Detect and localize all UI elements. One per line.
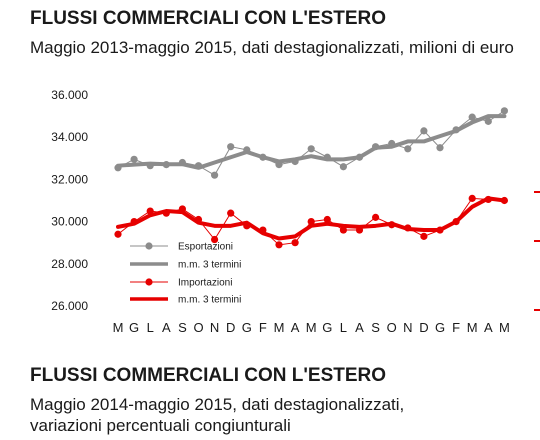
x-tick-label: G (242, 320, 252, 335)
data-point (436, 226, 444, 234)
legend: Esportazioni m.m. 3 termini Importazioni m.… (130, 242, 241, 306)
data-point (452, 126, 460, 134)
x-tick-label: A (484, 320, 493, 335)
x-tick-label: G (129, 320, 139, 335)
x-tick-label: M (113, 320, 124, 335)
data-point (468, 194, 476, 202)
x-tick-label: S (371, 320, 380, 335)
x-tick-label: L (340, 320, 347, 335)
section-subtitle-line-2: variazioni percentuali congiunturali (30, 416, 291, 435)
y-tick-label: 28.000 (51, 257, 88, 271)
data-point (323, 215, 331, 224)
data-point (355, 226, 364, 234)
series-line (116, 114, 507, 170)
data-point (275, 161, 283, 169)
data-point (243, 222, 251, 230)
data-point (307, 145, 315, 153)
data-point (500, 196, 508, 205)
data-point (194, 162, 203, 170)
y-tick-label: 36.000 (51, 88, 88, 102)
data-point (146, 207, 154, 215)
x-tick-label: A (355, 320, 364, 335)
data-point (178, 205, 186, 213)
data-point (178, 158, 186, 167)
legend-label: Esportazioni (178, 242, 233, 253)
data-point (404, 224, 412, 232)
x-tick-label: F (259, 320, 267, 335)
data-point (452, 218, 460, 226)
data-point (500, 107, 508, 115)
data-point (259, 153, 267, 161)
x-tick-label: M (499, 320, 510, 335)
data-point (339, 226, 347, 234)
chart-subtitle: Maggio 2013-maggio 2015, dati destagiona… (30, 38, 514, 57)
x-tick-label: F (452, 320, 460, 335)
x-tick-label: M (306, 320, 317, 335)
legend-marker (145, 278, 153, 286)
y-tick-label: 32.000 (51, 172, 88, 186)
data-point (114, 164, 122, 172)
data-point (420, 232, 428, 240)
data-point (114, 230, 122, 238)
data-point (339, 163, 347, 171)
data-point (275, 241, 283, 249)
x-tick-label: L (147, 320, 154, 335)
section-subtitle: Maggio 2014-maggio 2015, dati destagiona… (30, 394, 530, 436)
data-point (323, 153, 331, 161)
data-point (146, 162, 154, 170)
data-point (162, 209, 170, 217)
y-tick-label: 26.000 (51, 299, 88, 313)
y-tick-label: 30.000 (51, 215, 88, 229)
x-tick-label: A (291, 320, 300, 335)
data-point (484, 195, 492, 204)
data-point (211, 235, 219, 244)
data-point (404, 145, 412, 153)
data-point (162, 161, 170, 169)
data-point (307, 218, 315, 226)
data-point (436, 144, 444, 152)
data-point (130, 218, 138, 226)
x-tick-label: O (387, 320, 397, 335)
data-point (372, 213, 380, 221)
legend-label: Importazioni (178, 278, 232, 289)
data-point (211, 171, 219, 179)
legend-marker (145, 242, 153, 250)
data-point (468, 113, 476, 121)
data-point (484, 117, 492, 125)
section-title: FLUSSI COMMERCIALI CON L'ESTERO (30, 365, 387, 386)
section-subtitle-line-1: Maggio 2014-maggio 2015, dati destagiona… (30, 395, 405, 414)
plot-area (114, 107, 508, 249)
x-tick-label: G (322, 320, 332, 335)
x-tick-label: D (419, 320, 428, 335)
x-tick-label: D (226, 320, 235, 335)
x-tick-label: A (162, 320, 171, 335)
x-tick-label: M (467, 320, 478, 335)
data-point (194, 215, 203, 224)
edge-marks (534, 191, 540, 311)
data-point (291, 239, 299, 247)
x-tick-label: O (193, 320, 203, 335)
legend-label: m.m. 3 termini (178, 260, 241, 271)
data-point (243, 146, 251, 154)
legend-label: m.m. 3 termini (178, 295, 241, 306)
data-point (291, 157, 299, 166)
data-point (388, 221, 396, 229)
data-point (259, 226, 267, 234)
data-point (227, 209, 235, 217)
y-tick-label: 34.000 (51, 130, 88, 144)
data-point (388, 139, 396, 148)
data-point (372, 143, 380, 151)
data-point (355, 153, 364, 161)
x-tick-label: N (403, 320, 412, 335)
x-tick-label: S (178, 320, 187, 335)
x-tick-label: G (435, 320, 445, 335)
data-point (130, 155, 138, 163)
data-point (227, 143, 235, 151)
data-point (420, 127, 428, 135)
chart-title: FLUSSI COMMERCIALI CON L'ESTERO (30, 8, 387, 29)
x-tick-label: M (274, 320, 285, 335)
x-tick-label: N (210, 320, 219, 335)
